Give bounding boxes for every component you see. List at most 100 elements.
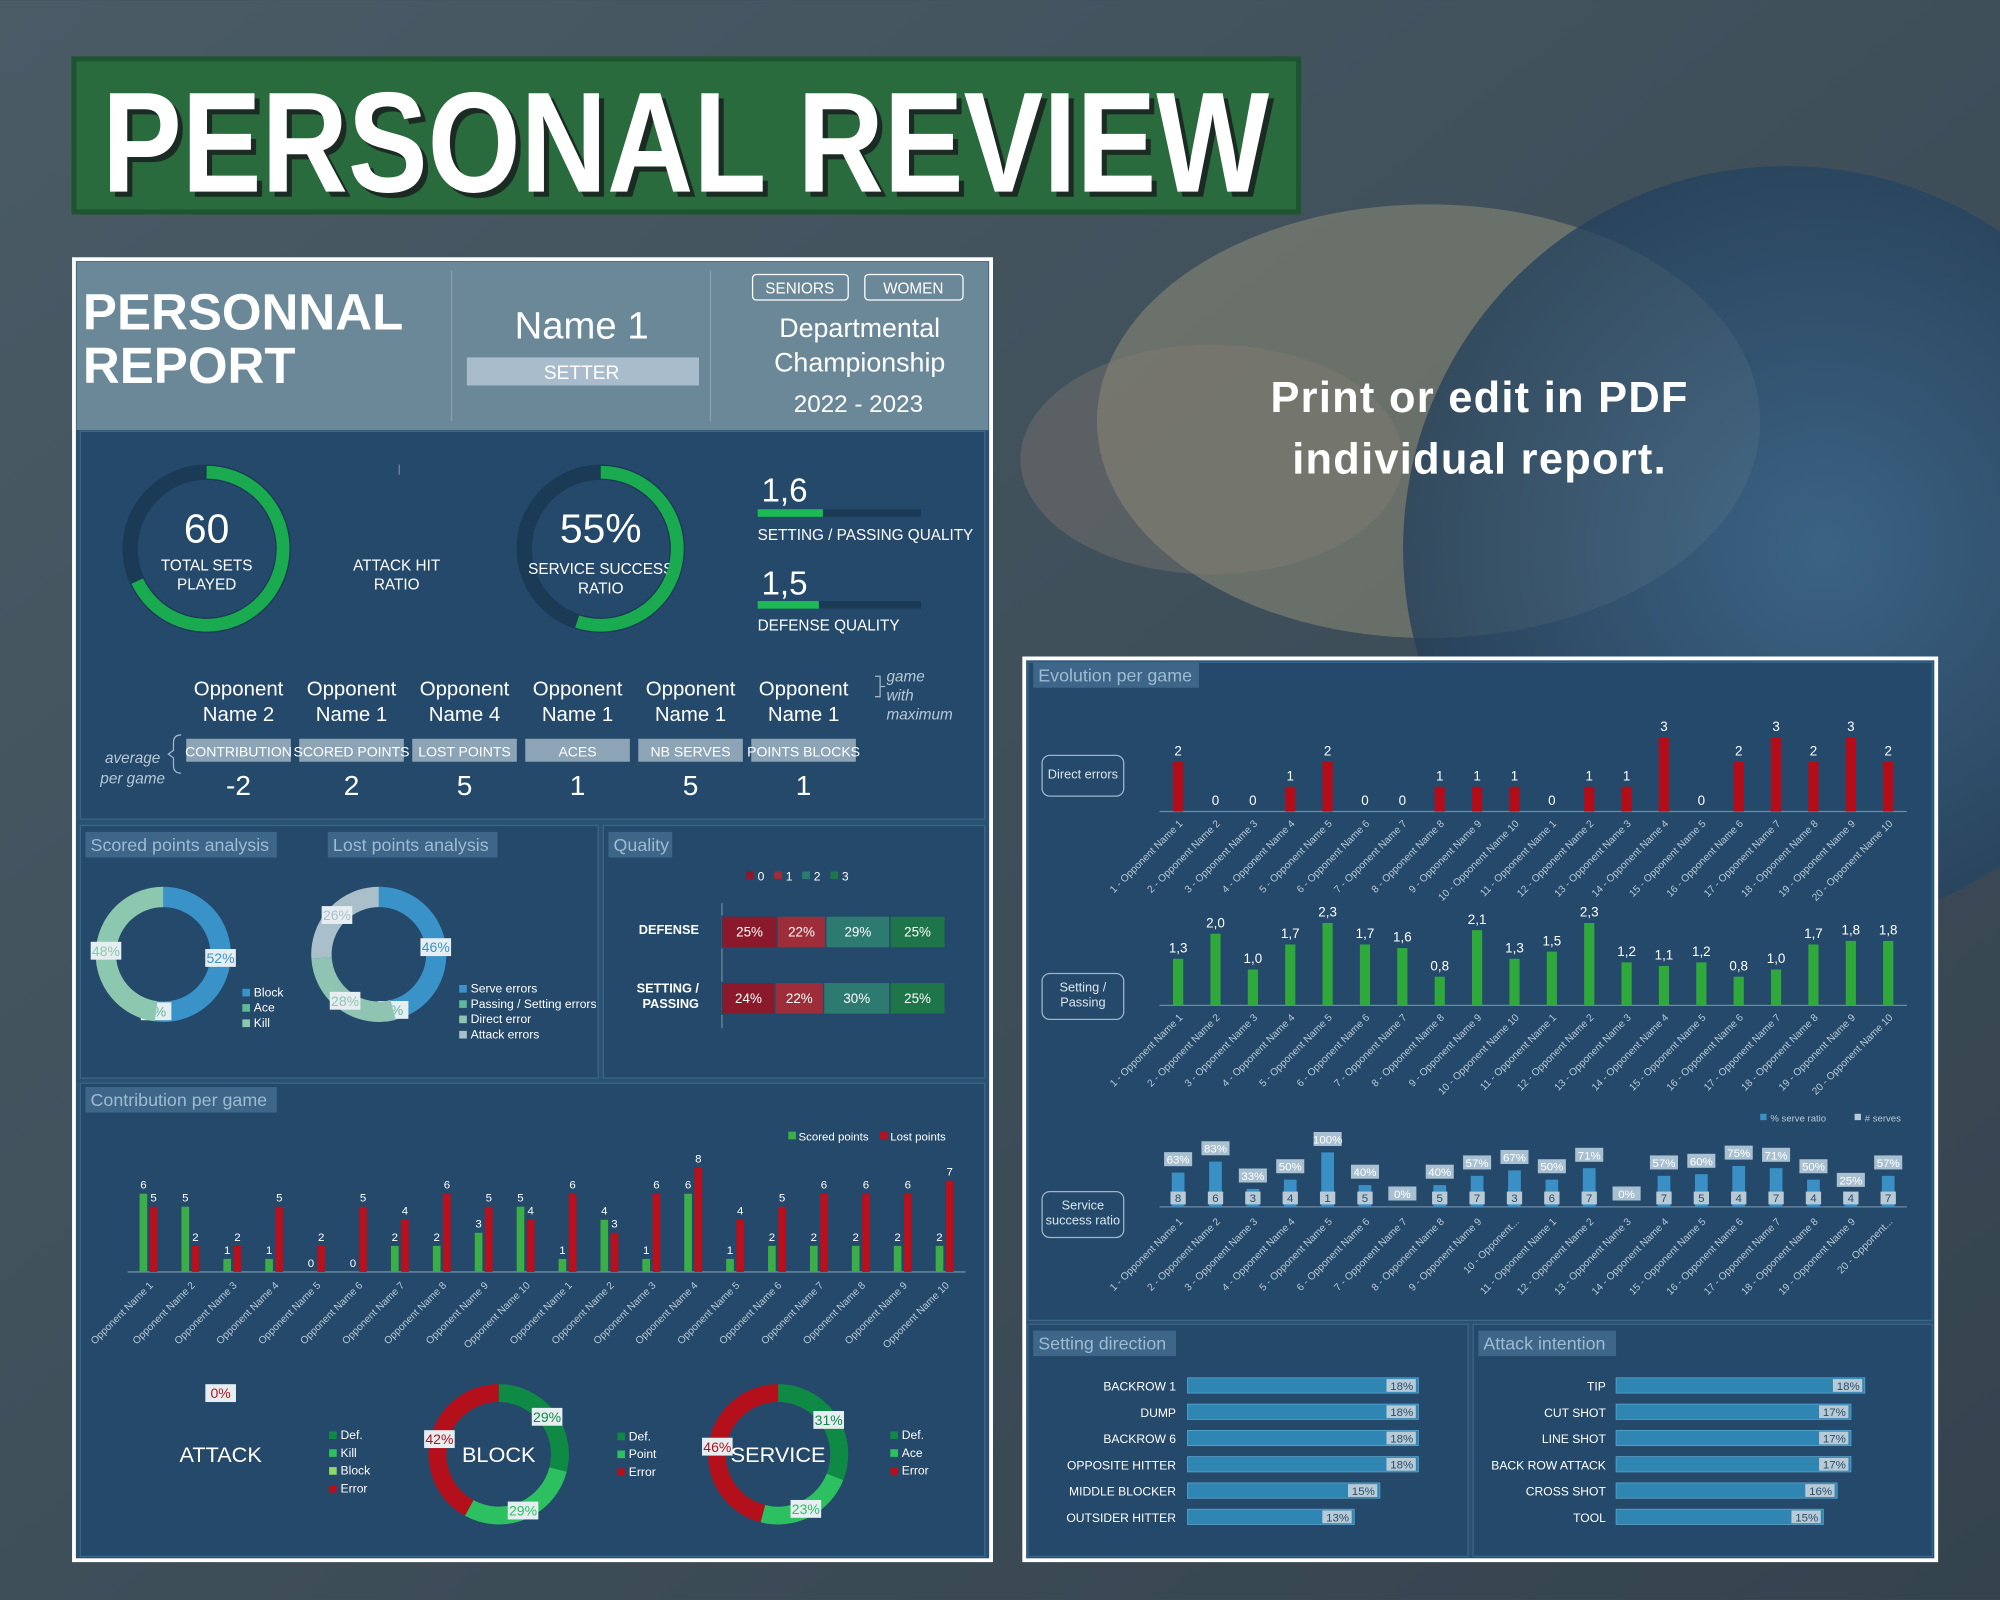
data-label: 3 bbox=[1250, 1193, 1256, 1205]
data-label: 0 bbox=[1698, 793, 1705, 808]
player-name: Name 1 bbox=[515, 304, 649, 347]
data-label: 2 bbox=[1810, 744, 1817, 759]
data-label: 25% bbox=[1839, 1175, 1862, 1187]
legend-swatch bbox=[617, 1468, 625, 1477]
bar bbox=[903, 1193, 912, 1272]
row-label-box: Setting / Passing bbox=[1059, 981, 1107, 1011]
legend-swatch bbox=[459, 984, 467, 993]
data-label-box bbox=[1201, 1141, 1230, 1156]
row-label-box bbox=[1041, 754, 1125, 797]
data-label: 4 bbox=[1848, 1193, 1855, 1205]
data-label: 5 bbox=[276, 1193, 282, 1205]
quality-track bbox=[757, 601, 921, 609]
data-label-box bbox=[1656, 1191, 1672, 1205]
data-label: 17% bbox=[1823, 1460, 1846, 1472]
data-label: 4 bbox=[1287, 1193, 1294, 1205]
data-label-box bbox=[1537, 1159, 1566, 1174]
bar bbox=[275, 1206, 284, 1272]
data-label: 0,8 bbox=[1729, 958, 1748, 973]
data-label: 1 bbox=[224, 1245, 230, 1257]
data-label: 18% bbox=[1837, 1381, 1860, 1393]
season: 2022 - 2023 bbox=[794, 391, 923, 418]
data-label-box bbox=[1164, 1152, 1193, 1167]
data-label: 1 bbox=[1585, 768, 1592, 783]
tag-box bbox=[864, 273, 964, 301]
data-label-box bbox=[1819, 1405, 1849, 1419]
y-tick-label: TIP bbox=[1587, 1380, 1606, 1394]
stat-label: SCORED POINTS bbox=[294, 744, 410, 760]
stat-label: LOST POINTS bbox=[418, 744, 510, 760]
data-label: 2 bbox=[1735, 744, 1742, 759]
legend-swatch bbox=[1760, 1113, 1767, 1121]
data-label: 48% bbox=[92, 943, 120, 959]
category-label-box: DEFENSE bbox=[639, 924, 699, 938]
bar bbox=[390, 1245, 399, 1272]
data-label: 2 bbox=[894, 1232, 900, 1244]
data-label: 4 bbox=[1736, 1193, 1743, 1205]
data-label: 2 bbox=[318, 1232, 324, 1244]
legend-swatch bbox=[880, 1131, 888, 1140]
data-label: 4 bbox=[601, 1206, 608, 1218]
bar bbox=[1173, 958, 1184, 1006]
legend-label: % serve ratio bbox=[1770, 1113, 1826, 1124]
bar bbox=[768, 1245, 776, 1272]
legend-label: Ace bbox=[254, 1001, 275, 1015]
bar bbox=[1509, 958, 1520, 1006]
bar bbox=[1546, 951, 1557, 1006]
y-tick-label: CROSS SHOT bbox=[1526, 1485, 1607, 1499]
bar bbox=[1584, 922, 1595, 1006]
bar bbox=[1584, 786, 1595, 812]
data-label-box bbox=[1649, 1155, 1678, 1170]
bar bbox=[516, 1206, 525, 1272]
data-label-box bbox=[1768, 1191, 1784, 1205]
promo-text: Print or edit in PDF individual report. bbox=[1270, 373, 1689, 484]
data-label: 4 bbox=[737, 1206, 744, 1218]
data-label: 57% bbox=[1652, 1158, 1675, 1170]
bar bbox=[359, 1206, 367, 1272]
position-box bbox=[466, 357, 699, 386]
row-label: Setting / Passing bbox=[1059, 981, 1107, 1011]
stat-label-box bbox=[412, 738, 517, 762]
data-label: 2,1 bbox=[1468, 912, 1487, 927]
data-label: 2,3 bbox=[1580, 905, 1599, 920]
data-label: 33% bbox=[1241, 1171, 1264, 1183]
data-label-box bbox=[1575, 1147, 1604, 1162]
data-label-box bbox=[1386, 1379, 1416, 1392]
row-note-box: average per game bbox=[100, 749, 165, 787]
tab bbox=[85, 831, 277, 858]
data-label: 13% bbox=[1326, 1512, 1349, 1524]
data-label-box bbox=[1762, 1147, 1791, 1162]
data-label-box bbox=[1348, 1484, 1378, 1497]
data-label: 26% bbox=[323, 907, 351, 923]
data-label: 1,0 bbox=[1767, 951, 1786, 966]
legend-swatch bbox=[617, 1450, 625, 1459]
kpi-value: 1,6 bbox=[761, 473, 807, 510]
player-position: SETTER bbox=[544, 363, 619, 384]
legend-swatch bbox=[242, 988, 250, 997]
stat-value: 5 bbox=[457, 770, 473, 801]
data-label: 4 bbox=[1810, 1193, 1817, 1205]
data-label: 50% bbox=[1802, 1162, 1825, 1174]
bar bbox=[642, 1258, 651, 1272]
quality-panel bbox=[602, 824, 986, 1079]
bar bbox=[1434, 786, 1445, 812]
row-label: Direct errors bbox=[1047, 768, 1118, 783]
data-label-box bbox=[1282, 1191, 1298, 1205]
data-label-box bbox=[1500, 1149, 1529, 1164]
data-label-box bbox=[1791, 1510, 1821, 1524]
kpi-label: SETTING / PASSING QUALITY bbox=[758, 527, 974, 544]
data-label: 3 bbox=[475, 1219, 481, 1231]
tab bbox=[1033, 662, 1199, 688]
opponent-box: Opponent Name 1 bbox=[533, 679, 623, 726]
bar bbox=[935, 1245, 944, 1272]
data-label: 15% bbox=[1795, 1512, 1818, 1524]
data-label-box bbox=[1693, 1191, 1709, 1205]
data-label-box bbox=[1612, 1186, 1641, 1201]
data-label: 1 bbox=[1287, 768, 1294, 783]
bar bbox=[1845, 940, 1856, 1006]
bar bbox=[862, 1193, 870, 1272]
data-label: 31% bbox=[815, 1412, 843, 1428]
bar bbox=[1733, 976, 1744, 1006]
